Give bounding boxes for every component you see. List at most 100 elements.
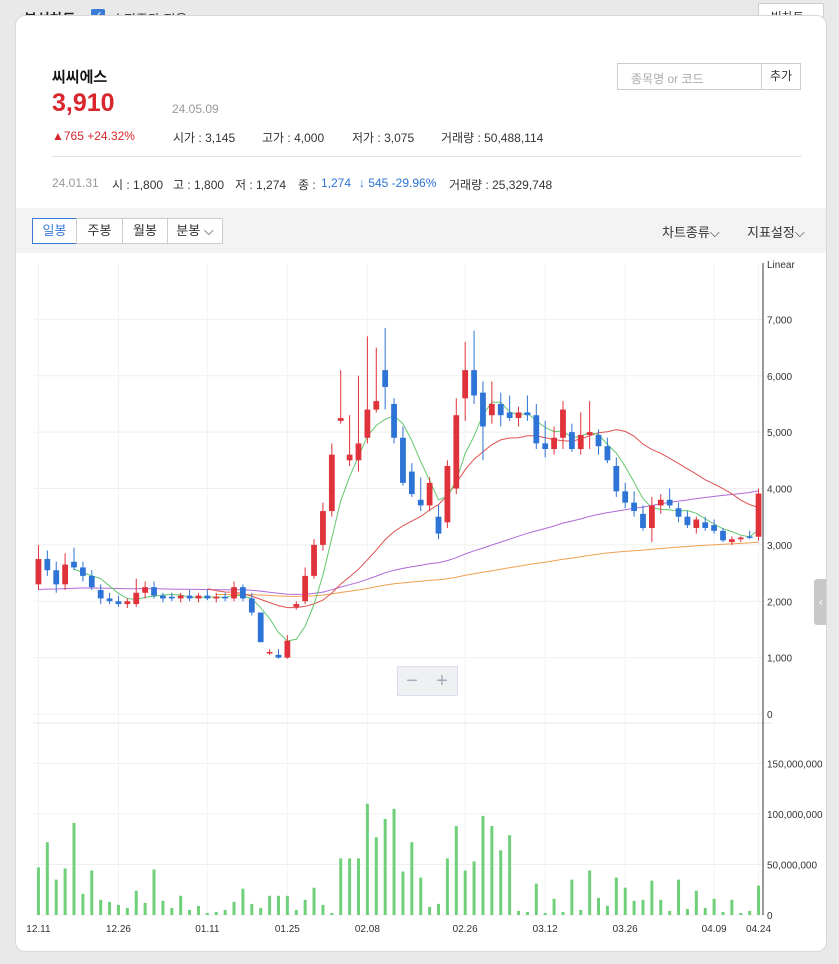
volume-bar (614, 877, 618, 915)
stock-search-input[interactable]: 종목명 or 코드 (617, 63, 762, 90)
volume-bar (748, 910, 752, 915)
candle-body (195, 595, 202, 599)
candle-body (577, 434, 584, 450)
volume-bar (730, 899, 734, 915)
volume-bar (668, 910, 672, 915)
candle-body (124, 601, 131, 605)
candle-body (488, 403, 495, 416)
volume-bar (401, 871, 405, 915)
candle-body (515, 412, 522, 419)
hover-high: 고 : 1,800 (173, 178, 225, 192)
low-price: 저가 : 3,075 (352, 131, 415, 145)
candle-body (240, 587, 246, 599)
volume-tick-label: 0 (767, 911, 773, 922)
volume-bar (356, 858, 360, 915)
tab-daily[interactable]: 일봉 (32, 218, 77, 244)
hover-date: 24.01.31 (52, 176, 99, 190)
volume-bar (517, 910, 521, 915)
candle-body (497, 403, 504, 416)
hover-close: 1,274 (321, 176, 352, 190)
candle-body (453, 415, 460, 489)
candle-body (257, 612, 264, 643)
current-price: 3,910 (52, 89, 115, 117)
candle-body (480, 392, 486, 427)
volume-bar (694, 890, 698, 915)
volume-bar (54, 879, 58, 915)
candle-body (391, 403, 397, 438)
candlestick-chart[interactable]: Linear 0 1,000 2,000 3,000 4,000 5,000 6,000 7,0… (16, 253, 826, 952)
volume-bar (152, 869, 156, 915)
x-tick-label: 12.11 (26, 924, 51, 935)
y-tick-label: 0 (767, 710, 773, 721)
volume-bar (303, 899, 307, 915)
candle-body (737, 537, 744, 540)
volume-bar (348, 858, 352, 915)
zoom-out-button[interactable]: − (406, 670, 418, 692)
y-tick-label: 4,000 (767, 485, 792, 496)
candle-body (373, 401, 380, 410)
y-tick-label: 5,000 (767, 428, 792, 439)
volume-bar (365, 803, 369, 915)
candle-body (382, 370, 389, 388)
candle-body (417, 499, 424, 506)
candle-body (266, 651, 273, 654)
volume-bar (445, 858, 449, 915)
volume-bar (125, 907, 129, 915)
candle-body (62, 564, 69, 585)
candle-body (302, 575, 309, 602)
candle-body (80, 567, 86, 576)
candle-body (222, 596, 229, 599)
candle-body (355, 443, 362, 461)
volume-bar (757, 885, 761, 915)
volume-bar (597, 897, 601, 915)
x-tick-label: 04.09 (702, 924, 727, 935)
candle-body (293, 604, 300, 607)
candle-body (551, 437, 557, 450)
x-tick-label: 03.26 (613, 924, 638, 935)
tab-monthly[interactable]: 월봉 (122, 218, 168, 244)
volume-bar (241, 888, 245, 915)
candle-body (408, 471, 415, 495)
volume-bar (294, 909, 298, 915)
chart-toolbar: 일봉 주봉 월봉 분봉 ⌵ 차트종류⌵ 지표설정⌵ (16, 208, 826, 253)
volume-bar (63, 868, 67, 915)
chart-type-dropdown[interactable]: 차트종류⌵ (662, 225, 720, 240)
indicator-settings-dropdown[interactable]: 지표설정⌵ (747, 225, 805, 240)
candle-body (426, 482, 433, 506)
candle-body (88, 575, 95, 588)
candle-body (631, 502, 637, 512)
volume-bar (437, 903, 441, 915)
volume-bar (543, 912, 547, 915)
add-stock-button[interactable]: 추가 (761, 63, 801, 90)
chart-panel: 씨씨에스 3,910 24.05.09 ▲765 +24.32% 시가 : 3,… (15, 15, 827, 952)
candle-body (613, 465, 620, 492)
volume-bar (579, 909, 583, 915)
candle-body (97, 589, 104, 599)
candle-body (400, 437, 406, 483)
tab-weekly[interactable]: 주봉 (76, 218, 123, 244)
candle-body (168, 596, 175, 599)
volume-bar (72, 822, 76, 915)
hover-low: 저 : 1,274 (235, 178, 287, 192)
volume-bar (196, 905, 200, 915)
x-tick-label: 04.24 (746, 924, 771, 935)
volume-bar (641, 899, 645, 915)
side-panel-toggle[interactable]: ‹ (814, 579, 826, 625)
candle-body (444, 465, 451, 523)
volume-bar (534, 883, 538, 915)
volume-bar (330, 912, 334, 915)
volume-bar (170, 907, 174, 915)
volume-bar (339, 858, 343, 915)
volume-bar (232, 901, 236, 915)
candle-body (604, 446, 611, 461)
x-tick-label: 02.08 (355, 924, 380, 935)
candle-body (622, 491, 629, 503)
candle-body (506, 412, 513, 419)
tab-minute[interactable]: 분봉 ⌵ (167, 218, 223, 244)
volume-bar (499, 850, 503, 915)
volume-tick-label: 50,000,000 (767, 860, 817, 871)
volume-bar (108, 901, 112, 915)
zoom-in-button[interactable]: + (436, 670, 448, 692)
x-tick-label: 03.12 (533, 924, 558, 935)
volume-bar (99, 899, 103, 915)
